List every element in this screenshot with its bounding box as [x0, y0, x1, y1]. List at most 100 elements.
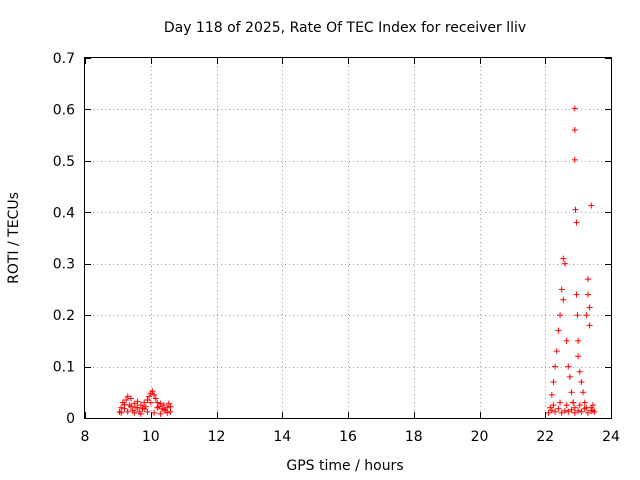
data-point	[154, 404, 161, 411]
data-point	[550, 402, 557, 409]
data-point	[583, 404, 590, 411]
data-point	[571, 127, 578, 133]
data-point	[151, 409, 158, 416]
data-point	[118, 404, 125, 411]
data-point	[134, 404, 141, 411]
x-tick-label: 16	[339, 429, 357, 445]
data-point	[568, 389, 575, 396]
x-tick-labels: 8 10 12 14 16 18 20 22 24	[81, 429, 620, 445]
data-point	[571, 105, 578, 112]
data-point	[571, 409, 578, 416]
data-point	[141, 405, 148, 412]
x-tick-label: 10	[142, 429, 160, 445]
data-point	[545, 409, 552, 416]
y-tick-label: 0.4	[53, 205, 75, 221]
y-tick-label: 0.1	[53, 360, 75, 376]
data-point	[557, 312, 564, 319]
data-point	[123, 397, 130, 403]
data-point	[550, 379, 557, 385]
y-tick-label: 0	[66, 411, 75, 427]
data-point	[568, 406, 575, 413]
data-point	[144, 408, 151, 415]
data-point	[588, 202, 595, 209]
data-point	[164, 404, 171, 411]
y-tick-label: 0.3	[53, 257, 75, 273]
data-point	[565, 408, 572, 415]
data-points	[116, 105, 598, 417]
data-point	[572, 206, 579, 213]
data-point	[575, 353, 582, 360]
data-point	[154, 399, 161, 406]
plot-frame	[84, 57, 612, 419]
x-axis-label: GPS time / hours	[286, 458, 403, 474]
data-point	[555, 405, 562, 412]
data-point	[121, 401, 128, 408]
data-point	[558, 409, 565, 416]
data-point	[563, 337, 570, 344]
data-point	[573, 219, 580, 226]
data-point	[134, 398, 141, 405]
data-point	[552, 363, 559, 370]
data-point	[124, 408, 131, 415]
axis-ticks	[85, 58, 612, 419]
y-tick-label: 0.2	[53, 308, 75, 324]
data-point	[137, 410, 144, 417]
data-point	[566, 373, 573, 380]
x-tick-label: 24	[602, 429, 620, 445]
data-point	[157, 410, 164, 417]
data-point	[128, 395, 135, 402]
data-point	[118, 409, 125, 416]
x-tick-label: 12	[208, 429, 226, 445]
x-tick-label: 20	[471, 429, 489, 445]
chart-title: Day 118 of 2025, Rate Of TEC Index for r…	[164, 20, 526, 36]
data-point	[552, 408, 559, 415]
data-point	[591, 408, 598, 415]
y-tick-labels: 0 0.1 0.2 0.3 0.4 0.5 0.6 0.7	[53, 51, 75, 427]
data-point	[581, 399, 588, 406]
data-point	[563, 402, 570, 409]
data-point	[144, 397, 151, 403]
data-point	[558, 286, 565, 293]
data-point	[586, 322, 593, 329]
data-point	[571, 156, 578, 163]
data-point	[146, 393, 153, 400]
data-point	[167, 408, 174, 415]
data-point	[571, 404, 578, 411]
data-point	[560, 255, 567, 262]
data-point	[561, 407, 568, 414]
data-point	[584, 409, 591, 416]
data-point	[565, 363, 572, 370]
data-point	[165, 400, 172, 407]
y-axis-label: ROTI / TECUs	[6, 192, 22, 284]
data-point	[553, 348, 560, 355]
x-tick-label: 18	[405, 429, 423, 445]
data-point	[561, 260, 568, 267]
data-point	[124, 393, 131, 400]
data-point	[588, 407, 595, 414]
data-point	[586, 304, 593, 311]
data-point	[131, 409, 138, 416]
x-tick-label: 22	[536, 429, 554, 445]
data-point	[574, 312, 581, 319]
data-point	[131, 400, 138, 407]
data-point	[580, 389, 587, 396]
data-point	[167, 403, 174, 410]
data-point	[160, 406, 167, 413]
x-tick-label: 14	[273, 429, 291, 445]
data-point	[152, 395, 159, 402]
data-point	[548, 407, 555, 414]
grid	[85, 58, 611, 418]
data-point	[164, 409, 171, 416]
data-point	[548, 391, 555, 398]
data-point	[583, 312, 590, 319]
data-point	[576, 368, 583, 375]
data-point	[575, 407, 582, 414]
data-point	[570, 399, 577, 406]
y-tick-label: 0.7	[53, 51, 75, 67]
data-point	[578, 379, 585, 385]
data-point	[157, 400, 164, 407]
data-point	[584, 291, 591, 298]
data-point	[578, 408, 585, 415]
data-point	[573, 291, 580, 298]
